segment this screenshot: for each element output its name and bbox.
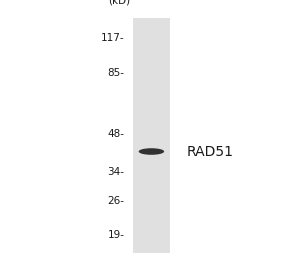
Text: RAD51: RAD51 [187,144,234,158]
Ellipse shape [139,148,164,155]
Bar [133,18,170,253]
Text: 48-: 48- [108,129,125,139]
Text: 117-: 117- [101,33,125,43]
Text: 85-: 85- [108,68,125,78]
Text: (kD): (kD) [108,0,130,5]
Text: 34-: 34- [108,167,125,177]
Text: 19-: 19- [108,230,125,240]
Text: 26-: 26- [108,196,125,206]
